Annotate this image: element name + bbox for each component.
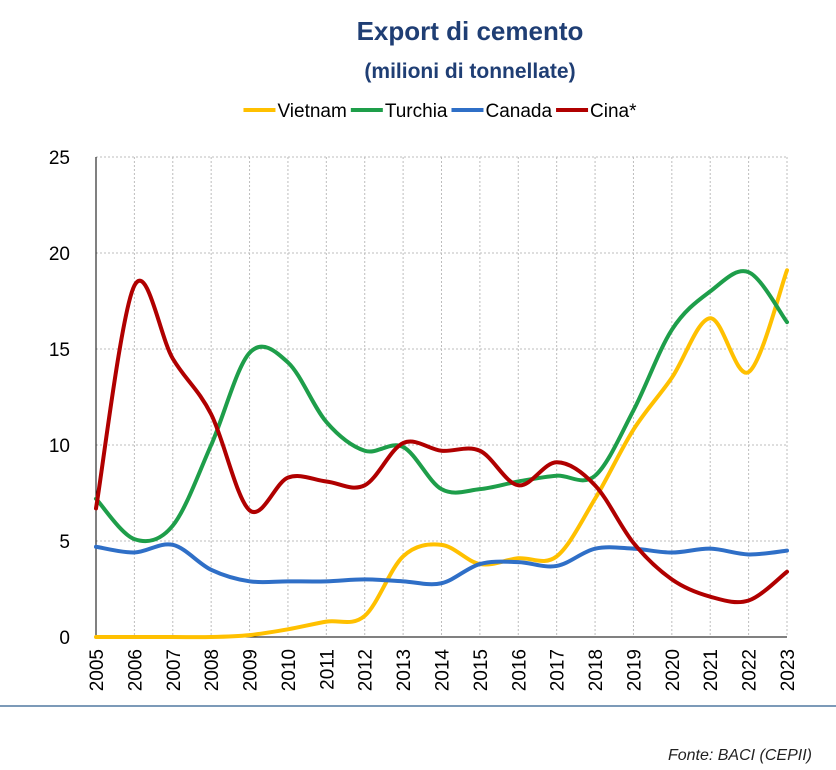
y-tick-label: 0 <box>59 628 70 649</box>
source: Fonte: BACI (CEPII) <box>668 747 812 764</box>
x-tick-label: 2007 <box>164 649 185 691</box>
x-tick-label: 2021 <box>701 649 722 691</box>
y-tick-label: 25 <box>49 148 70 169</box>
chart-subtitle: (milioni di tonnellate) <box>364 60 575 83</box>
x-tick-label: 2010 <box>279 649 300 691</box>
x-tick-label: 2020 <box>663 649 684 691</box>
series-line <box>94 268 789 640</box>
x-tick-label: 2015 <box>471 649 492 691</box>
legend-label: Vietnam <box>277 101 346 122</box>
y-tick-label: 5 <box>59 532 70 553</box>
y-tick-label: 10 <box>49 436 70 457</box>
x-tick-label: 2011 <box>317 649 338 690</box>
series-line <box>94 278 789 605</box>
x-tick-label: 2013 <box>394 649 415 691</box>
series-line <box>94 269 789 544</box>
series-line <box>94 542 789 587</box>
x-tick-label: 2018 <box>586 649 607 691</box>
legend-label: Turchia <box>385 101 448 122</box>
x-tick-label: 2012 <box>356 649 377 691</box>
x-tick-label: 2005 <box>87 649 108 691</box>
x-tick-label: 2006 <box>125 649 146 691</box>
x-tick-label: 2019 <box>624 649 645 691</box>
x-tick-label: 2017 <box>548 649 569 691</box>
x-tick-label: 2023 <box>778 649 799 691</box>
x-tick-label: 2016 <box>509 649 530 691</box>
y-tick-label: 15 <box>49 340 70 361</box>
x-tick-label: 2022 <box>740 649 761 691</box>
chart-title: Export di cemento <box>357 16 584 46</box>
x-tick-label: 2014 <box>433 649 454 692</box>
legend-label: Canada <box>485 101 552 122</box>
legend-label: Cina* <box>590 101 637 122</box>
x-tick-label: 2008 <box>202 649 223 691</box>
x-tick-label: 2009 <box>241 649 262 691</box>
y-tick-label: 20 <box>49 244 70 265</box>
